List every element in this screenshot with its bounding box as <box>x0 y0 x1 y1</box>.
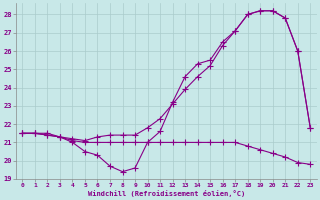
X-axis label: Windchill (Refroidissement éolien,°C): Windchill (Refroidissement éolien,°C) <box>88 190 245 197</box>
